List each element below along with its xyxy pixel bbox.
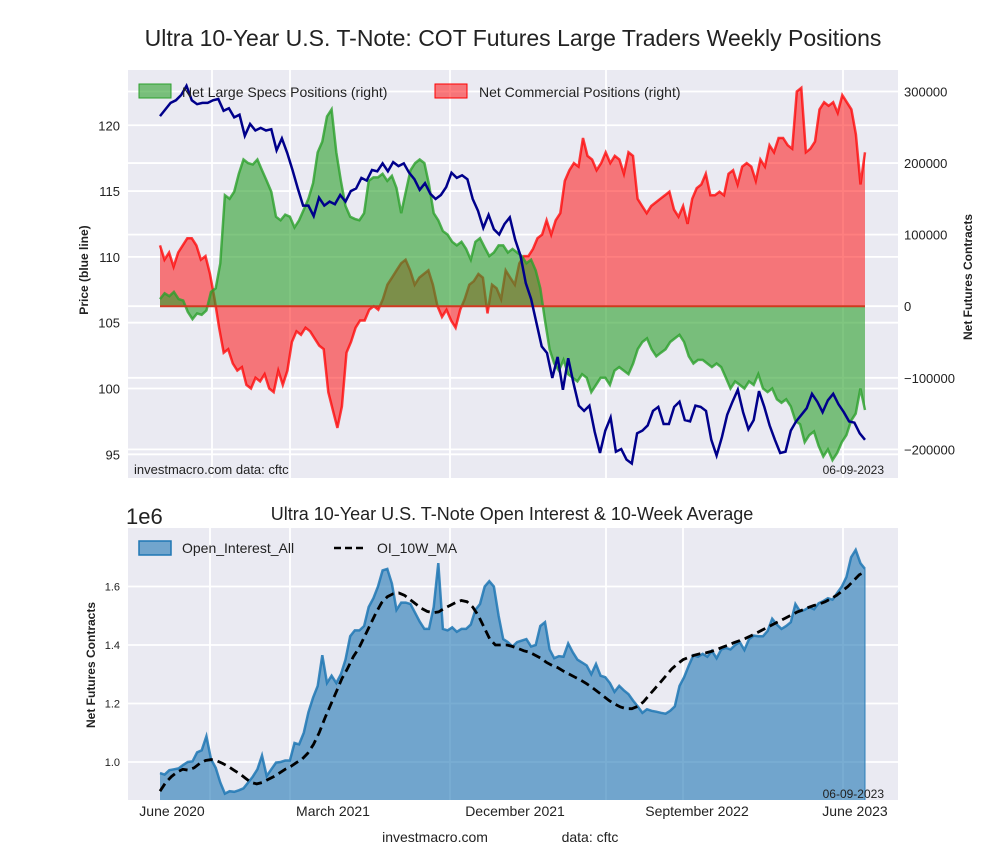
ma-line-path [158,570,866,792]
footer-source: investmacro.com [382,829,488,845]
contracts-tick-label: 300000 [904,84,947,99]
contracts-tick-label: 0 [904,299,911,314]
legend-label-oi: Open_Interest_All [182,540,294,556]
oi-tick-label: 1.4 [105,640,120,652]
contracts-tick-label: −100000 [904,371,955,386]
price-axis-label: Price (blue line) [77,225,91,314]
top-source-annotation: investmacro.com data: cftc [134,462,289,477]
top-legend: Net Large Specs Positions (right) Net Co… [138,83,681,100]
date-tick-label: June 2023 [822,803,888,819]
contracts-tick-label: 200000 [904,156,947,171]
figure-title: Ultra 10-Year U.S. T-Note: COT Futures L… [145,25,882,51]
contracts-tick-label: 100000 [904,228,947,243]
footer-data: data: cftc [562,829,619,845]
top-date-annotation: 06-09-2023 [823,463,885,477]
price-line-path [159,82,866,466]
legend-label-specs: Net Large Specs Positions (right) [182,84,387,100]
oi-tick-label: 1.6 [105,581,120,593]
price-tick-label: 115 [99,184,120,199]
price-tick-label: 120 [98,118,120,133]
legend-label-commercial: Net Commercial Positions (right) [479,84,681,100]
commercial-fill [160,87,865,428]
contracts-tick-label: −200000 [904,442,955,457]
legend-label-ma: OI_10W_MA [377,540,458,556]
oi-tick-label: 1.2 [105,698,120,710]
oi-ma-line [158,570,866,792]
price-tick-label: 100 [98,382,120,397]
bottom-date-annotation: 06-09-2023 [823,787,885,801]
legend-swatch-commercial [434,83,468,99]
date-axis-ticks: June 2020 March 2021 December 2021 Septembe… [139,803,888,819]
specs-fill [160,109,865,461]
price-tick-label: 95 [106,447,120,462]
specs-area [159,105,867,463]
offset-label: 1e6 [126,504,163,529]
legend-swatch-oi [138,540,172,556]
price-tick-label: 110 [99,250,120,265]
price-line [159,82,866,466]
date-tick-label: December 2021 [465,803,565,819]
oi-axis-label: Net Futures Contracts [84,602,98,728]
price-tick-label: 105 [98,316,120,331]
date-tick-label: September 2022 [645,803,749,819]
contracts-axis-ticks: −200000 −100000 0 100000 200000 300000 [904,84,955,457]
oi-tick-label: 1.0 [105,757,120,769]
date-tick-label: March 2021 [296,803,370,819]
date-tick-label: June 2020 [139,803,205,819]
legend-swatch-specs [138,83,172,99]
contracts-axis-label: Net Futures Contracts [961,214,975,340]
oi-fill [160,549,865,800]
oi-axis-ticks: 1.0 1.2 1.4 1.6 [105,581,120,768]
specs-line [159,105,867,463]
bottom-legend: Open_Interest_All OI_10W_MA [138,540,458,556]
oi-chart-title: Ultra 10-Year U.S. T-Note Open Interest … [271,504,754,524]
price-axis-ticks: 95 100 105 110 115 120 [98,118,120,462]
